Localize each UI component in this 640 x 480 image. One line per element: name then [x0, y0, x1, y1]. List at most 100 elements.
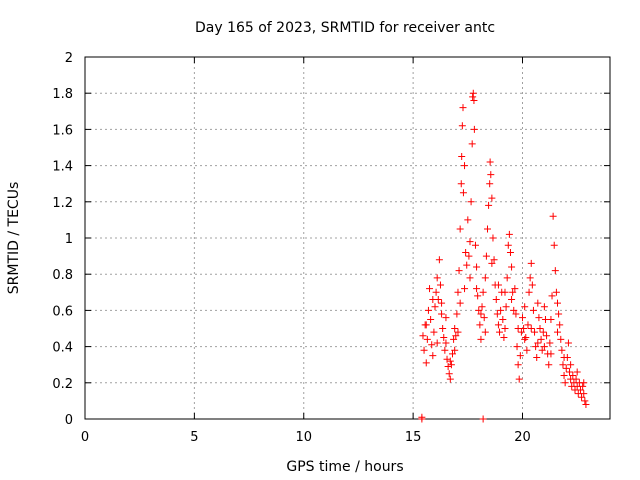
- data-point: [573, 368, 581, 376]
- data-point: [466, 238, 474, 246]
- data-point: [456, 299, 464, 307]
- data-point: [458, 153, 466, 161]
- data-point: [531, 328, 539, 336]
- data-point: [532, 343, 540, 351]
- data-point: [547, 350, 555, 358]
- data-point: [438, 310, 446, 318]
- data-point: [497, 306, 505, 314]
- data-point: [582, 401, 590, 409]
- data-point: [440, 334, 448, 342]
- data-point: [494, 281, 502, 289]
- data-point: [558, 346, 566, 354]
- y-tick-labels: 0 0.2 0.4 0.6 0.8 1 1.2 1.4 1.6 1.8 2: [52, 51, 73, 428]
- data-point: [428, 341, 436, 349]
- data-point: [499, 315, 507, 323]
- data-point: [561, 379, 569, 387]
- data-point: [432, 288, 440, 296]
- y-tick-label: 0.6: [52, 304, 73, 319]
- data-point: [461, 162, 469, 170]
- data-point: [528, 281, 536, 289]
- data-point: [462, 248, 470, 256]
- y-tick-label: 1.2: [52, 196, 73, 211]
- data-point: [454, 328, 462, 336]
- data-point: [429, 296, 437, 304]
- data-point: [484, 225, 491, 233]
- data-point: [517, 328, 525, 336]
- data-point: [540, 343, 548, 351]
- data-point: [429, 352, 437, 360]
- data-point: [446, 357, 454, 365]
- data-point: [473, 263, 481, 271]
- data-point: [482, 252, 490, 260]
- data-point: [501, 288, 509, 296]
- data-point: [543, 332, 551, 340]
- y-tick-label: 0.4: [52, 341, 73, 356]
- data-point: [551, 267, 559, 275]
- data-point: [525, 288, 533, 296]
- data-point: [464, 216, 472, 224]
- data-point: [515, 375, 523, 383]
- data-point: [451, 346, 459, 354]
- data-point: [560, 353, 568, 361]
- data-point: [471, 241, 479, 249]
- y-tick-label: 0.2: [52, 377, 73, 392]
- data-point: [546, 339, 554, 347]
- data-point: [419, 332, 427, 340]
- data-point: [476, 321, 484, 329]
- data-point: [461, 285, 469, 293]
- data-point: [477, 335, 485, 343]
- data-point: [479, 288, 487, 296]
- data-point: [438, 299, 446, 307]
- data-point: [441, 346, 449, 354]
- data-point: [470, 125, 478, 133]
- data-point: [535, 314, 543, 322]
- x-tick-label: 15: [405, 430, 422, 445]
- data-point: [555, 310, 563, 318]
- data-point: [511, 285, 519, 293]
- data-point: [468, 140, 476, 148]
- data-point: [422, 359, 430, 367]
- y-tick-label: 2: [65, 51, 73, 66]
- data-point: [567, 361, 575, 369]
- x-tick-label: 0: [81, 430, 89, 445]
- x-tick-label: 20: [514, 430, 531, 445]
- data-point: [486, 180, 494, 188]
- data-point: [447, 361, 455, 369]
- data-point: [580, 379, 588, 387]
- data-point: [526, 274, 534, 282]
- data-point: [552, 288, 560, 296]
- data-point: [436, 281, 444, 289]
- data-point: [418, 413, 426, 421]
- data-point: [564, 339, 572, 347]
- data-point: [579, 382, 587, 390]
- data-point: [527, 259, 535, 267]
- data-point: [446, 375, 454, 383]
- data-point: [426, 285, 434, 293]
- data-point: [557, 335, 565, 343]
- data-point: [420, 346, 428, 354]
- data-point: [508, 263, 516, 271]
- data-point: [422, 321, 430, 329]
- data-point: [430, 328, 438, 336]
- data-point: [435, 256, 443, 264]
- data-point: [475, 306, 483, 314]
- data-point: [578, 393, 586, 401]
- data-point: [533, 353, 541, 361]
- data-point: [523, 346, 531, 354]
- data-point: [560, 372, 568, 380]
- y-axis-title: SRMTID / TECUs: [6, 182, 22, 295]
- chart-title: Day 165 of 2023, SRMTID for receiver ant…: [195, 20, 495, 36]
- data-point: [457, 180, 465, 188]
- data-point: [505, 230, 513, 238]
- data-point: [485, 201, 493, 209]
- data-point: [459, 189, 467, 197]
- data-point: [453, 310, 461, 318]
- data-point: [503, 274, 511, 282]
- data-point: [444, 363, 452, 371]
- data-point: [487, 171, 495, 179]
- data-point: [510, 306, 518, 314]
- data-point: [506, 248, 514, 256]
- data-point: [504, 241, 512, 249]
- data-point: [477, 310, 485, 318]
- data-point: [494, 321, 502, 329]
